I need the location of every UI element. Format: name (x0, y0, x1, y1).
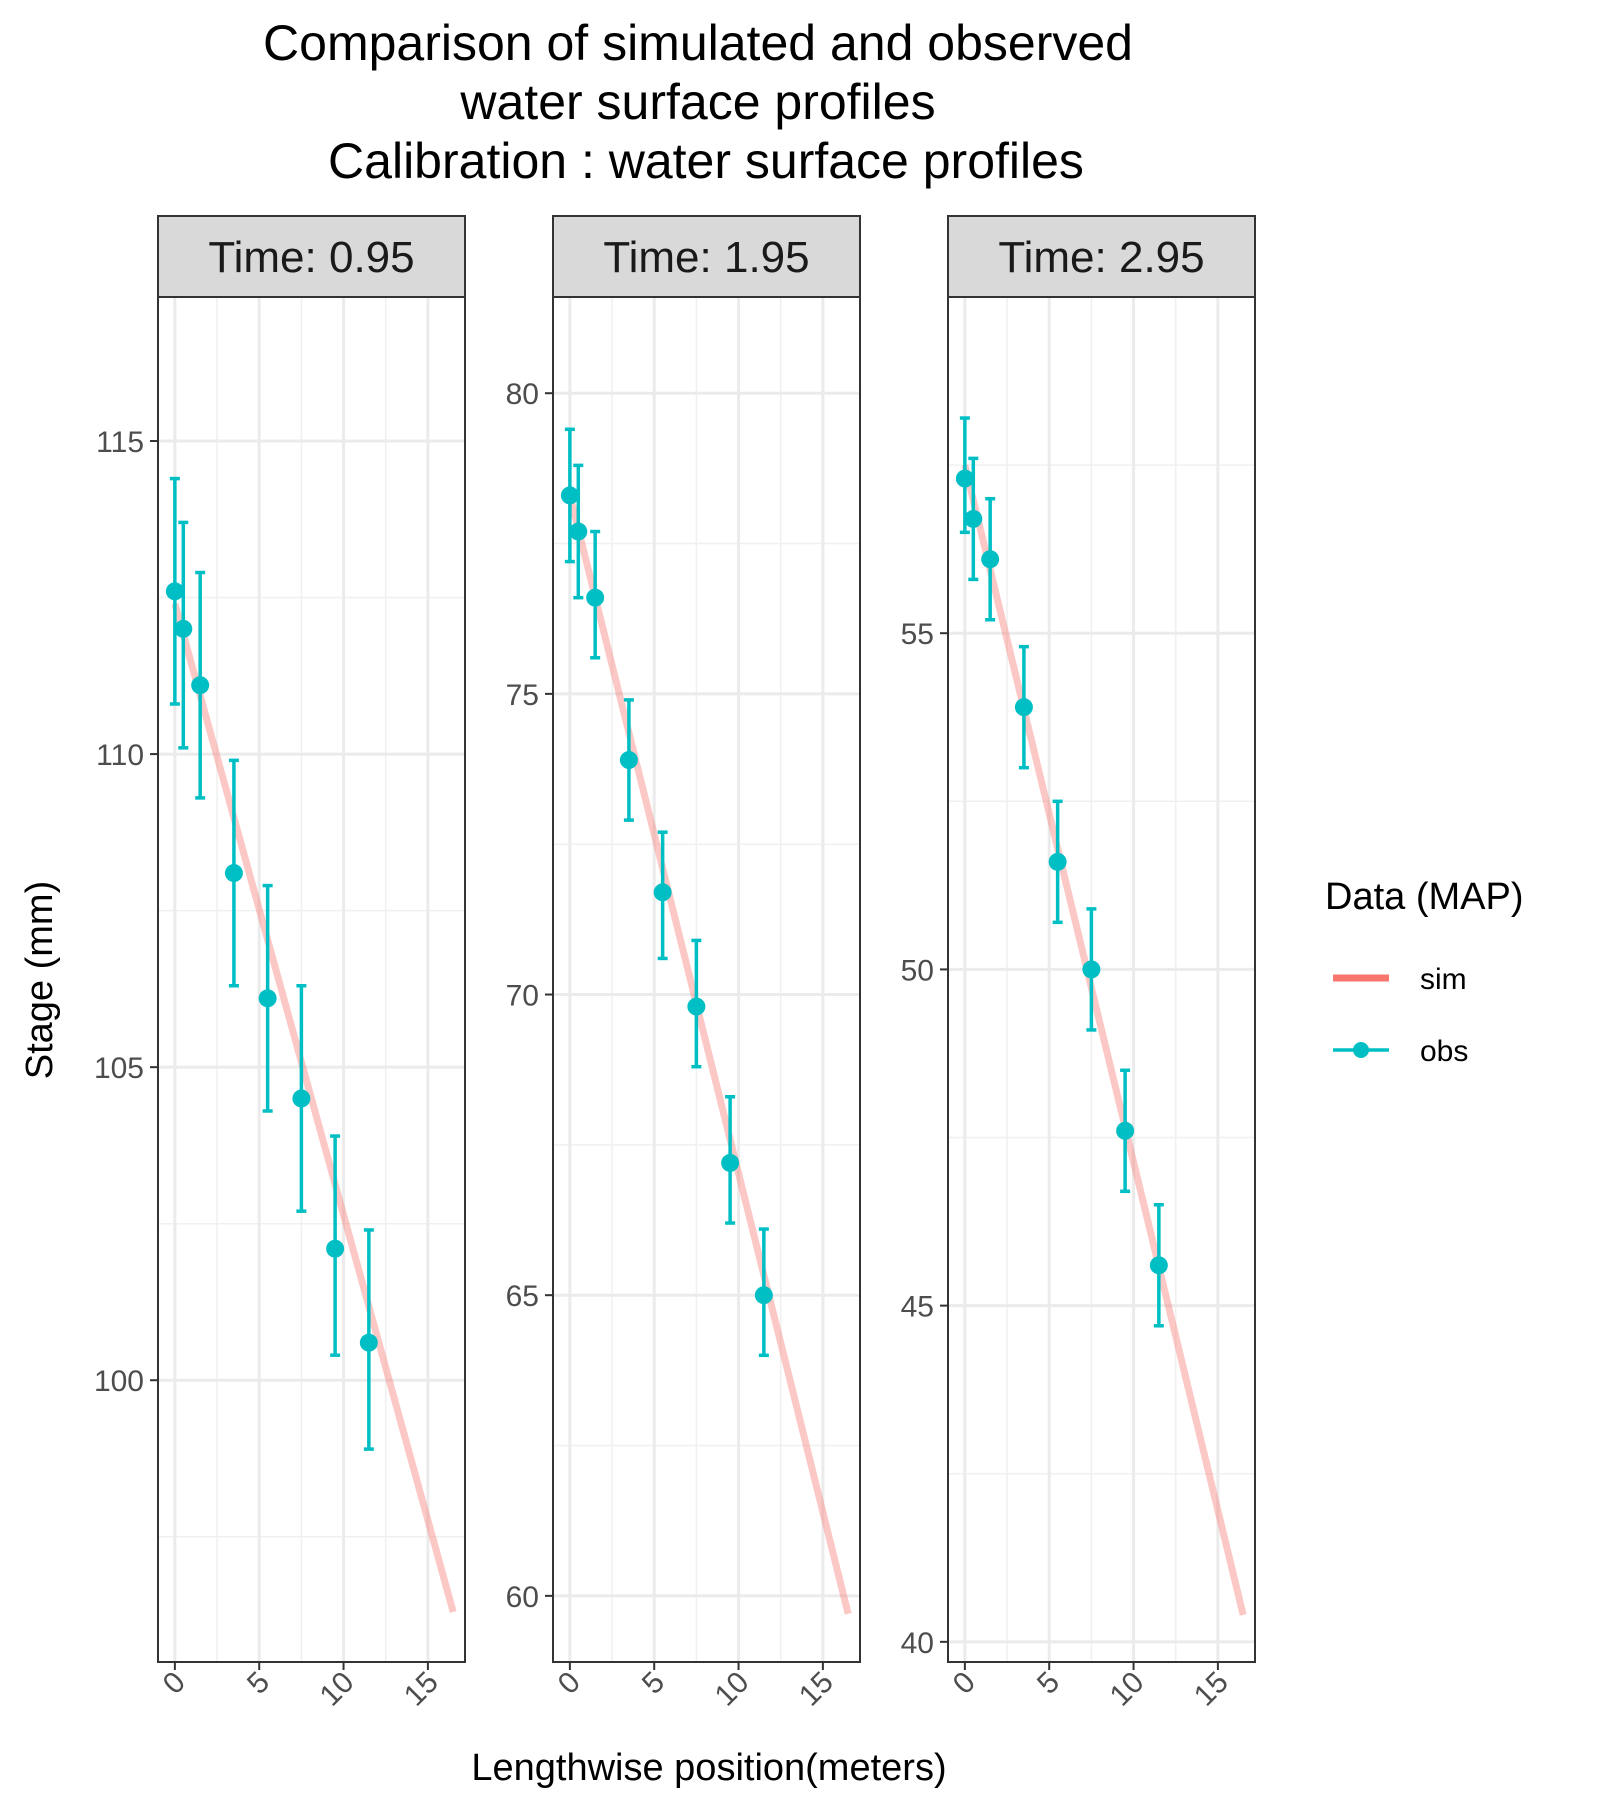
panel-background (553, 297, 860, 1662)
chart-title-line-3: Calibration : water surface profiles (328, 133, 1084, 189)
panel-background (158, 297, 465, 1662)
facet-strip-label: Time: 2.95 (998, 233, 1204, 282)
legend-obs-key-point (1353, 1042, 1369, 1058)
y-tick-label: 40 (901, 1627, 934, 1660)
obs-point (224, 864, 243, 883)
sim-series-line (566, 494, 852, 1615)
panel-border (157, 296, 466, 1663)
x-axis-title: Lengthwise position(meters) (471, 1747, 946, 1789)
obs-point (964, 509, 983, 528)
sim-series-line (961, 464, 1247, 1616)
y-tick-label: 55 (901, 618, 934, 651)
panel-border (947, 296, 1256, 1663)
y-tick-label: 105 (94, 1052, 144, 1085)
obs-point (359, 1333, 378, 1352)
y-tick-label: 50 (901, 954, 934, 987)
obs-point (560, 486, 579, 505)
obs-point (569, 522, 588, 541)
obs-point (174, 619, 193, 638)
y-tick-label: 80 (506, 378, 539, 411)
obs-point (721, 1153, 740, 1172)
panel-border (552, 296, 861, 1663)
obs-point (981, 550, 1000, 569)
facet-strip-background (552, 215, 861, 298)
panel-background (948, 297, 1255, 1662)
y-tick-label: 75 (506, 679, 539, 712)
facet-strip-label: Time: 1.95 (603, 233, 809, 282)
chart-title-line-1: Comparison of simulated and observed (263, 15, 1133, 71)
obs-point (1149, 1256, 1168, 1275)
obs-point (1116, 1121, 1135, 1140)
facet-strip-background (947, 215, 1256, 298)
y-tick-label: 65 (506, 1280, 539, 1313)
obs-point (1082, 960, 1101, 979)
obs-point (292, 1089, 311, 1108)
obs-point (1014, 698, 1033, 717)
y-axis-title: Stage (mm) (19, 881, 61, 1079)
y-tick-label: 110 (96, 739, 144, 772)
obs-point (191, 676, 210, 695)
y-tick-label: 115 (96, 426, 144, 459)
y-tick-label: 100 (94, 1365, 144, 1398)
legend-obs-label: obs (1420, 1035, 1468, 1068)
facet-strip-label: Time: 0.95 (208, 233, 414, 282)
legend-sim-label: sim (1420, 963, 1467, 996)
chart-title-line-2: water surface profiles (459, 74, 935, 130)
y-tick-label: 70 (506, 980, 539, 1013)
obs-point (687, 997, 706, 1016)
y-tick-label: 60 (506, 1581, 539, 1614)
obs-point (326, 1239, 345, 1258)
obs-point (586, 588, 605, 607)
obs-point (619, 751, 638, 770)
obs-point (653, 883, 672, 902)
obs-point (165, 582, 184, 601)
obs-point (258, 989, 277, 1008)
obs-point (754, 1286, 773, 1305)
legend-title: Data (MAP) (1325, 876, 1523, 918)
obs-point (1048, 852, 1067, 871)
y-tick-label: 45 (901, 1291, 934, 1324)
legend: Data (MAP) sim obs (1325, 876, 1523, 1068)
facet-strip-background (157, 215, 466, 298)
obs-point (955, 469, 974, 488)
sim-series-line (171, 602, 457, 1613)
